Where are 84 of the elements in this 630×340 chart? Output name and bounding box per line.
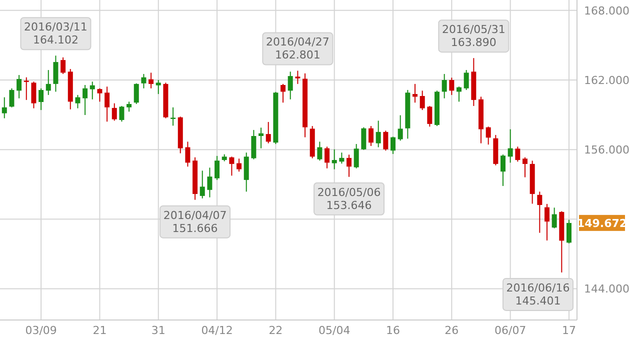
- candlestick: [390, 136, 396, 154]
- x-tick-label: 04/12: [201, 324, 233, 337]
- annotation: 2016/03/11 164.102: [24, 20, 88, 47]
- candlestick: [324, 146, 330, 169]
- candlestick: [244, 152, 249, 192]
- candlestick: [207, 167, 212, 198]
- candlestick: [126, 101, 132, 112]
- candlestick: [339, 152, 344, 164]
- y-tick-label: 144.000: [584, 282, 630, 296]
- candlestick: [156, 80, 161, 95]
- candlestick: [566, 219, 572, 244]
- candlestick: [16, 74, 22, 99]
- candlestick: [449, 77, 454, 96]
- candlestick: [9, 88, 14, 108]
- annotation: 2016/05/31 163.890: [442, 23, 506, 50]
- candlestick: [412, 83, 418, 104]
- candlestick: [170, 106, 176, 126]
- y-tick-label: 168.000: [584, 4, 630, 18]
- candlestick: [500, 154, 506, 186]
- candlestick: [383, 130, 388, 152]
- candlestick: [544, 203, 550, 241]
- candlestick: [82, 84, 88, 116]
- x-tick-label: 05/04: [318, 324, 350, 337]
- candlestick: [141, 73, 146, 89]
- candlestick: [185, 141, 190, 168]
- candlestick: [354, 144, 359, 169]
- candlestick: [317, 141, 322, 162]
- candlestick: [266, 121, 271, 144]
- candlestick: [361, 126, 366, 150]
- candlestick: [60, 56, 66, 74]
- candlestick: [508, 128, 513, 164]
- candlestick: [200, 170, 205, 199]
- y-tick-label: 156.000: [584, 143, 630, 156]
- candlestick: [552, 207, 557, 229]
- candlestick: [46, 70, 51, 96]
- candlestick: [442, 73, 447, 99]
- candlestick: [229, 156, 234, 176]
- candlestick: [38, 88, 44, 111]
- candlestick: [420, 90, 425, 111]
- x-tick-label: 26: [444, 324, 459, 337]
- candlestick: [376, 120, 381, 148]
- annotation: 2016/05/06 153.646: [317, 186, 381, 212]
- candlestick: [236, 158, 242, 172]
- candlestick: [346, 154, 352, 178]
- candlestick: [251, 129, 256, 160]
- candlestick: [2, 96, 7, 119]
- candlestick: [486, 126, 491, 146]
- candlestick: [148, 72, 154, 89]
- candlestick: [332, 148, 337, 170]
- x-tick-label: 17: [562, 324, 576, 337]
- candlestick: [295, 70, 300, 84]
- candlestick: [53, 55, 58, 92]
- candlestick: [522, 156, 528, 178]
- candlestick: [280, 83, 286, 104]
- candlestick: [427, 105, 432, 128]
- candlestick: [214, 155, 220, 180]
- x-tick-label: 31: [151, 324, 166, 337]
- candlestick: [288, 71, 293, 100]
- candlestick: [258, 127, 264, 149]
- candlestick: [464, 70, 469, 90]
- candlestick: [368, 126, 374, 146]
- x-tick-label: 03/09: [25, 324, 57, 337]
- candlestick: [24, 76, 29, 100]
- candlestick: [119, 105, 124, 122]
- candlestick: [134, 82, 139, 104]
- candlestick: [31, 81, 36, 109]
- x-tick-label: 21: [92, 324, 107, 337]
- annotation: 2016/06/16 145.401: [506, 281, 570, 308]
- candlestick: [112, 102, 117, 122]
- candlestick: [537, 191, 542, 234]
- annotation: 2016/04/07 151.666: [163, 208, 227, 235]
- x-tick-label: 16: [386, 324, 400, 337]
- candlestick: [104, 86, 110, 122]
- x-tick-label: 06/07: [494, 324, 526, 337]
- y-tick-label: 162.000: [584, 74, 630, 87]
- candlestick: [97, 88, 102, 102]
- candlestick: [398, 114, 403, 142]
- candlestick: [456, 86, 462, 102]
- annotation: 149.672: [576, 216, 628, 230]
- candlestick: [75, 94, 80, 109]
- annotation: 2016/04/27 162.801: [266, 36, 330, 62]
- candlestick: [515, 146, 520, 162]
- candlestick: [90, 81, 95, 100]
- x-tick-label: 22: [268, 324, 283, 337]
